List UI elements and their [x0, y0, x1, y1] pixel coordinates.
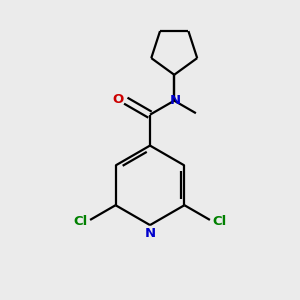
Text: N: N: [169, 94, 181, 107]
Text: N: N: [144, 226, 156, 240]
Text: Cl: Cl: [212, 214, 226, 228]
Text: O: O: [112, 93, 123, 106]
Text: Cl: Cl: [74, 214, 88, 228]
